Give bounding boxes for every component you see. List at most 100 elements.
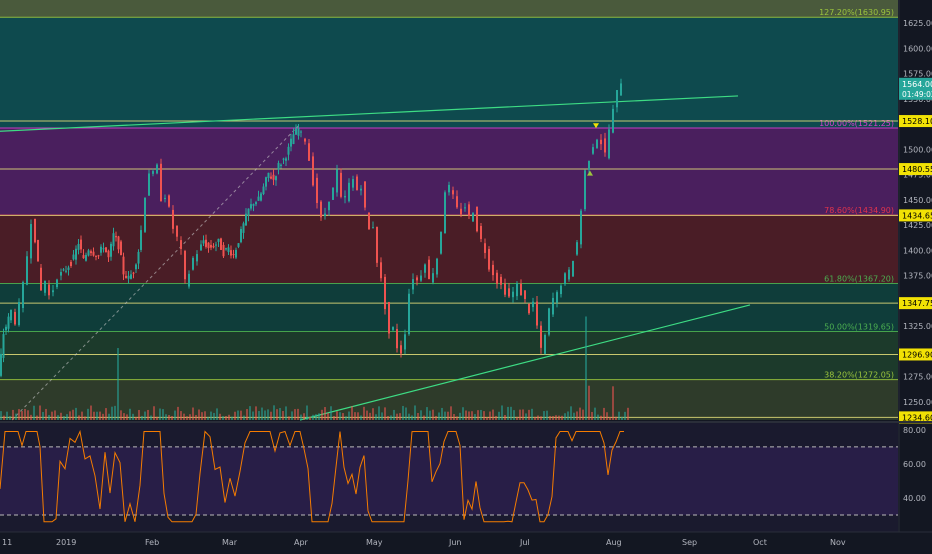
volume-bar [570, 406, 572, 420]
volume-bar [540, 416, 542, 420]
candle-body [10, 309, 12, 321]
candle-body [70, 261, 72, 267]
y-tick-label: 1575.00 [903, 70, 932, 79]
volume-bar [330, 406, 332, 420]
candle-body [212, 245, 215, 248]
rsi-tick-label: 40.00 [903, 494, 926, 503]
candle-body [56, 279, 58, 288]
volume-bar [93, 411, 95, 420]
candle-body [340, 172, 342, 197]
candle-body [172, 209, 174, 229]
volume-bar [267, 409, 269, 420]
volume-bar [240, 410, 242, 420]
candle-body [220, 238, 222, 250]
volume-bar [588, 385, 590, 420]
volume-bar [501, 405, 503, 420]
volume-bar [111, 406, 113, 420]
volume-bar [291, 411, 293, 420]
candle-body [372, 227, 374, 229]
candle-body [416, 277, 418, 281]
candle-body [137, 251, 140, 264]
volume-bar [9, 416, 11, 420]
candle-body [488, 249, 490, 270]
candle-body [217, 238, 220, 242]
candle-body [344, 195, 346, 198]
volume-bar [579, 407, 581, 420]
candle-body [105, 247, 107, 253]
volume-bar [3, 415, 5, 420]
candle-body [580, 210, 582, 245]
fib-level-label: 78.60%(1434.90) [824, 206, 894, 215]
candle-body [456, 196, 458, 208]
candle-body [237, 243, 240, 247]
y-tick-label: 1400.00 [903, 246, 932, 255]
volume-bar [318, 413, 320, 420]
candle-body [452, 190, 454, 195]
candle-body [210, 244, 212, 248]
candle-body [125, 275, 127, 278]
pane-divider [0, 421, 932, 423]
volume-bar [507, 406, 509, 420]
volume-bar [552, 416, 554, 420]
volume-bar [564, 413, 566, 420]
candle-body [87, 250, 90, 256]
candle-body [524, 290, 526, 299]
volume-bar [63, 416, 65, 420]
candle-body [152, 171, 154, 174]
fib-band [0, 283, 898, 332]
volume-bar [609, 416, 611, 420]
volume-bar [597, 414, 599, 420]
candle-body [130, 274, 132, 279]
volume-bar [153, 406, 155, 420]
candle-body [30, 224, 32, 259]
candle-body [448, 184, 450, 193]
volume-bar [228, 414, 230, 420]
candle-body [97, 255, 100, 257]
volume-bar [15, 413, 17, 420]
candle-body [245, 213, 247, 226]
volume-bar [207, 416, 209, 420]
volume-bar [135, 416, 137, 420]
candle-body [400, 345, 402, 354]
volume-bar [516, 416, 518, 420]
x-tick-label: Oct [753, 538, 767, 547]
signal-marker [593, 123, 599, 129]
candle-body [544, 335, 546, 354]
candle-body [504, 283, 506, 295]
candle-body [40, 267, 42, 291]
candle-body [260, 193, 262, 201]
volume-bar [429, 410, 431, 420]
candle-body [0, 353, 2, 376]
level-price-label: 1347.75 [902, 299, 932, 308]
volume-bar [453, 414, 455, 420]
volume-bar [414, 405, 416, 420]
candle-body [476, 206, 478, 232]
candle-body [215, 244, 217, 246]
volume-bar [210, 411, 212, 420]
candle-body [308, 143, 310, 161]
fib-band [0, 215, 898, 284]
volume-bar [321, 409, 323, 420]
volume-bar [219, 413, 221, 420]
candle-body [282, 158, 285, 160]
candle-body [205, 239, 207, 247]
volume-bar [489, 411, 491, 420]
y-tick-label: 1325.00 [903, 322, 932, 331]
volume-bar [297, 408, 299, 420]
candle-body [107, 250, 110, 258]
volume-bar [300, 414, 302, 420]
candle-body [328, 201, 330, 211]
candle-body [472, 213, 474, 222]
candle-body [360, 188, 362, 191]
volume-bar [465, 410, 467, 420]
volume-bar [69, 411, 71, 420]
candle-body [18, 302, 20, 326]
volume-bar [177, 406, 179, 420]
candle-body [332, 187, 334, 200]
volume-bar [483, 411, 485, 420]
volume-bar [474, 414, 476, 420]
candle-body [207, 242, 210, 249]
volume-bar [243, 415, 245, 420]
candle-body [596, 139, 598, 148]
volume-bar [309, 416, 311, 420]
